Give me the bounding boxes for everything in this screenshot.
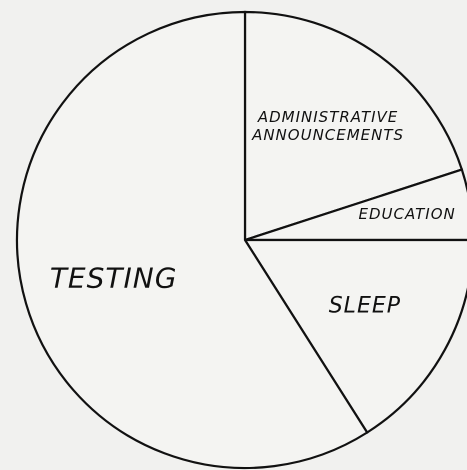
pie-slice — [243, 10, 464, 242]
pie-slice — [244, 168, 467, 242]
slice-label: SLEEP — [328, 293, 402, 319]
pie-slice — [242, 238, 467, 435]
slice-label: ADMINISTRATIVE ANNOUNCEMENTS — [252, 107, 405, 144]
pie-slice — [15, 10, 369, 470]
slice-label: EDUCATION — [358, 205, 456, 224]
slice-label: TESTING — [49, 261, 178, 295]
